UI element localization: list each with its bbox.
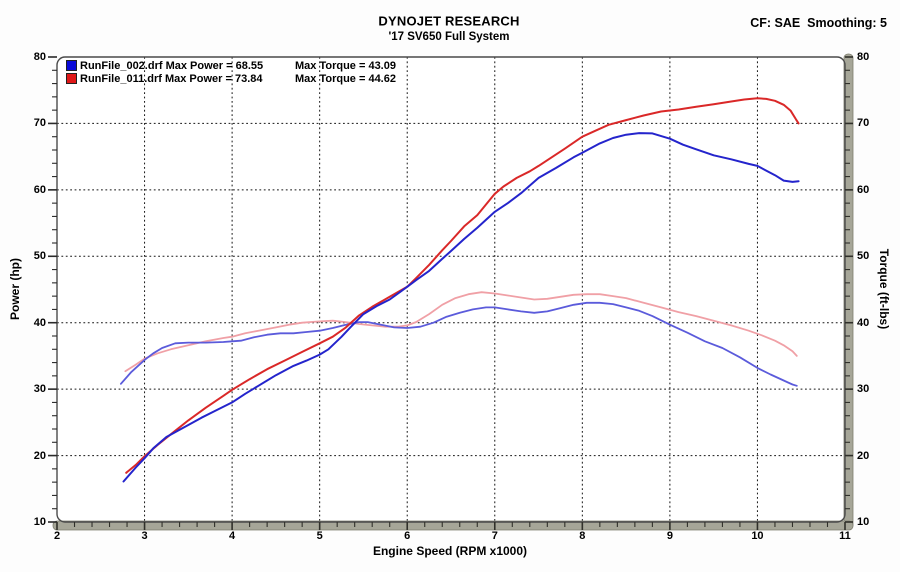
y-left-tick-label: 20: [33, 449, 46, 462]
x-tick-label: 5: [316, 530, 323, 542]
x-axis-label: Engine Speed (RPM x1000): [372, 544, 528, 558]
y-left-tick-label: 40: [33, 316, 46, 329]
y-left-tick-label: 80: [33, 51, 46, 63]
legend-row-run-011: RunFile_011.drf Max Power = 73.84 Max To…: [66, 72, 396, 85]
y-left-tick-label: 10: [33, 516, 46, 528]
y-right-tick-label: 10: [857, 516, 870, 528]
y-left-tick-label: 30: [33, 383, 46, 396]
x-tick-label: 10: [751, 530, 764, 542]
y-right-tick-label: 80: [857, 51, 870, 63]
y-right-tick-label: 20: [857, 449, 870, 462]
y-left-tick-label: 70: [33, 117, 46, 130]
y-right-tick-label: 60: [857, 183, 870, 196]
legend-label-run-011: RunFile_011.drf Max Power = 73.84: [80, 72, 263, 85]
x-tick-label: 2: [53, 530, 61, 542]
x-tick-label: 7: [491, 530, 498, 542]
x-tick-label: 11: [839, 530, 851, 542]
y-left-tick-label: 60: [33, 183, 46, 196]
y-axis-label-power: Power (hp): [8, 258, 22, 320]
legend-torque-run-002: Max Torque = 43.09: [295, 59, 396, 72]
legend-swatch-run-011: [66, 73, 77, 84]
y-right-tick-label: 70: [857, 117, 870, 130]
y-right-tick-label: 50: [857, 250, 870, 263]
legend-torque-run-011: Max Torque = 44.62: [295, 72, 396, 85]
x-tick-label: 9: [666, 530, 673, 542]
x-tick-label: 3: [141, 530, 148, 542]
y-right-tick-label: 30: [857, 383, 870, 396]
legend-row-run-002: RunFile_002.drf Max Power = 68.55 Max To…: [66, 59, 396, 72]
page-title: DYNOJET RESEARCH: [378, 13, 520, 29]
y-left-tick-label: 50: [33, 250, 46, 263]
x-tick-label: 4: [229, 530, 236, 542]
legend-label-run-002: RunFile_002.drf Max Power = 68.55: [80, 59, 264, 72]
legend-swatch-run-002: [66, 60, 77, 71]
legend: RunFile_002.drf Max Power = 68.55 Max To…: [66, 59, 396, 85]
y-right-tick-label: 40: [857, 316, 870, 329]
x-tick-label: 6: [404, 530, 411, 542]
x-tick-label: 8: [579, 530, 586, 542]
correction-smoothing-label: CF: SAE Smoothing: 5: [750, 16, 887, 30]
chart-subtitle: '17 SV650 Full System: [388, 31, 510, 43]
